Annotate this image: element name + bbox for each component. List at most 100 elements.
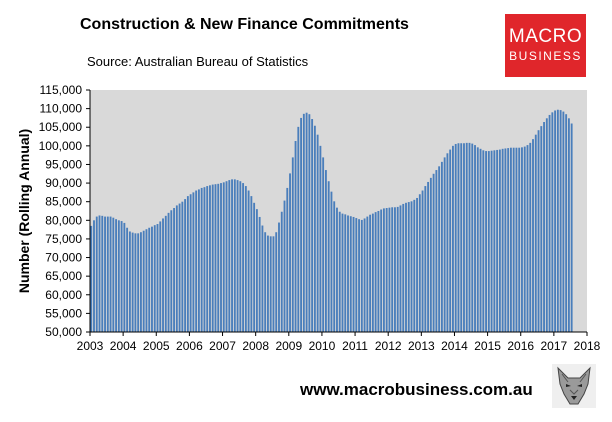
bar <box>548 114 551 332</box>
bar <box>391 207 394 332</box>
bar <box>518 147 521 332</box>
bar <box>413 199 416 332</box>
logo-line-2: BUSINESS <box>509 49 582 63</box>
bar <box>98 215 101 332</box>
x-tick-label: 2011 <box>342 339 368 353</box>
bar <box>178 203 181 332</box>
x-tick-label: 2005 <box>143 339 170 353</box>
bar <box>291 157 294 332</box>
bar <box>512 147 515 332</box>
x-tick-label: 2014 <box>441 339 468 353</box>
y-tick-label: 105,000 <box>39 120 83 134</box>
bar <box>294 141 297 332</box>
bar <box>529 142 532 332</box>
x-tick-label: 2012 <box>375 339 402 353</box>
bar <box>258 216 261 332</box>
bar <box>394 207 396 332</box>
y-tick-label: 75,000 <box>45 232 82 246</box>
bar <box>545 118 548 332</box>
bar <box>352 216 355 332</box>
x-tick-label: 2018 <box>574 339 601 353</box>
bar <box>366 216 369 332</box>
bar <box>222 182 225 332</box>
bar <box>250 196 253 332</box>
bar <box>418 194 421 332</box>
y-axis-label: Number (Rolling Annual) <box>16 129 32 293</box>
bar <box>101 215 104 332</box>
bar <box>565 114 568 332</box>
bar <box>313 125 316 333</box>
bar <box>228 180 231 332</box>
y-tick-label: 80,000 <box>45 213 82 227</box>
x-tick-label: 2008 <box>242 339 269 353</box>
bar <box>197 189 200 332</box>
bar <box>567 118 570 332</box>
bar <box>435 170 438 332</box>
bar <box>482 150 485 332</box>
bar <box>239 181 242 332</box>
bar <box>479 148 482 332</box>
y-tick-label: 50,000 <box>45 325 82 339</box>
bar <box>142 230 145 332</box>
bar <box>236 180 239 332</box>
bar <box>128 231 131 332</box>
bar <box>275 232 278 332</box>
chart-title: Construction & New Finance Commitments <box>80 16 409 33</box>
bar <box>452 145 454 332</box>
bar <box>551 112 554 332</box>
bar <box>186 196 189 332</box>
bar <box>192 192 195 332</box>
bar <box>200 187 203 332</box>
bar <box>206 186 209 332</box>
bar <box>460 143 463 332</box>
bar <box>289 173 291 332</box>
bar <box>269 236 272 332</box>
bar <box>302 113 305 332</box>
bar <box>440 161 443 332</box>
y-tick-label: 85,000 <box>45 195 82 209</box>
x-tick-label: 2004 <box>110 339 137 353</box>
bar <box>399 205 402 332</box>
y-tick-label: 100,000 <box>39 139 83 153</box>
bar <box>324 170 327 332</box>
bar <box>385 208 388 332</box>
bar <box>465 142 468 332</box>
bar <box>267 235 269 332</box>
bar <box>319 145 322 332</box>
bar <box>195 190 198 332</box>
bar <box>360 219 363 332</box>
bar <box>369 214 372 332</box>
bar <box>137 233 140 332</box>
x-tick-label: 2009 <box>275 339 302 353</box>
macrobusiness-logo: MACRO BUSINESS <box>505 14 586 77</box>
bar <box>471 143 474 332</box>
bar <box>242 183 245 332</box>
bar <box>382 208 385 332</box>
bar <box>540 126 543 332</box>
bar <box>189 194 192 332</box>
bar <box>396 206 399 332</box>
bar <box>115 219 118 332</box>
bar <box>463 143 465 332</box>
bar <box>526 145 529 332</box>
bar <box>407 202 410 332</box>
bar <box>380 209 383 332</box>
bar <box>443 157 446 332</box>
bar <box>300 117 302 332</box>
bar <box>175 205 178 332</box>
bar <box>454 143 457 332</box>
bar <box>233 179 236 332</box>
wolf-head-icon <box>552 364 596 408</box>
bar <box>167 212 170 332</box>
bar <box>145 229 148 332</box>
bar <box>355 218 358 332</box>
y-axis-ticks: 50,000 55,000 60,000 65,000 70,000 75,000 80,0… <box>39 83 90 339</box>
bar <box>244 186 247 332</box>
bar <box>272 236 275 332</box>
bar <box>402 203 405 332</box>
bar <box>225 181 228 332</box>
bar <box>521 147 523 332</box>
x-axis-ticks: 2003 2004 2005 2006 2007 2008 2009 2010 2011 2012… <box>77 332 601 353</box>
bar <box>261 225 264 332</box>
logo-line-1: MACRO <box>508 26 583 47</box>
